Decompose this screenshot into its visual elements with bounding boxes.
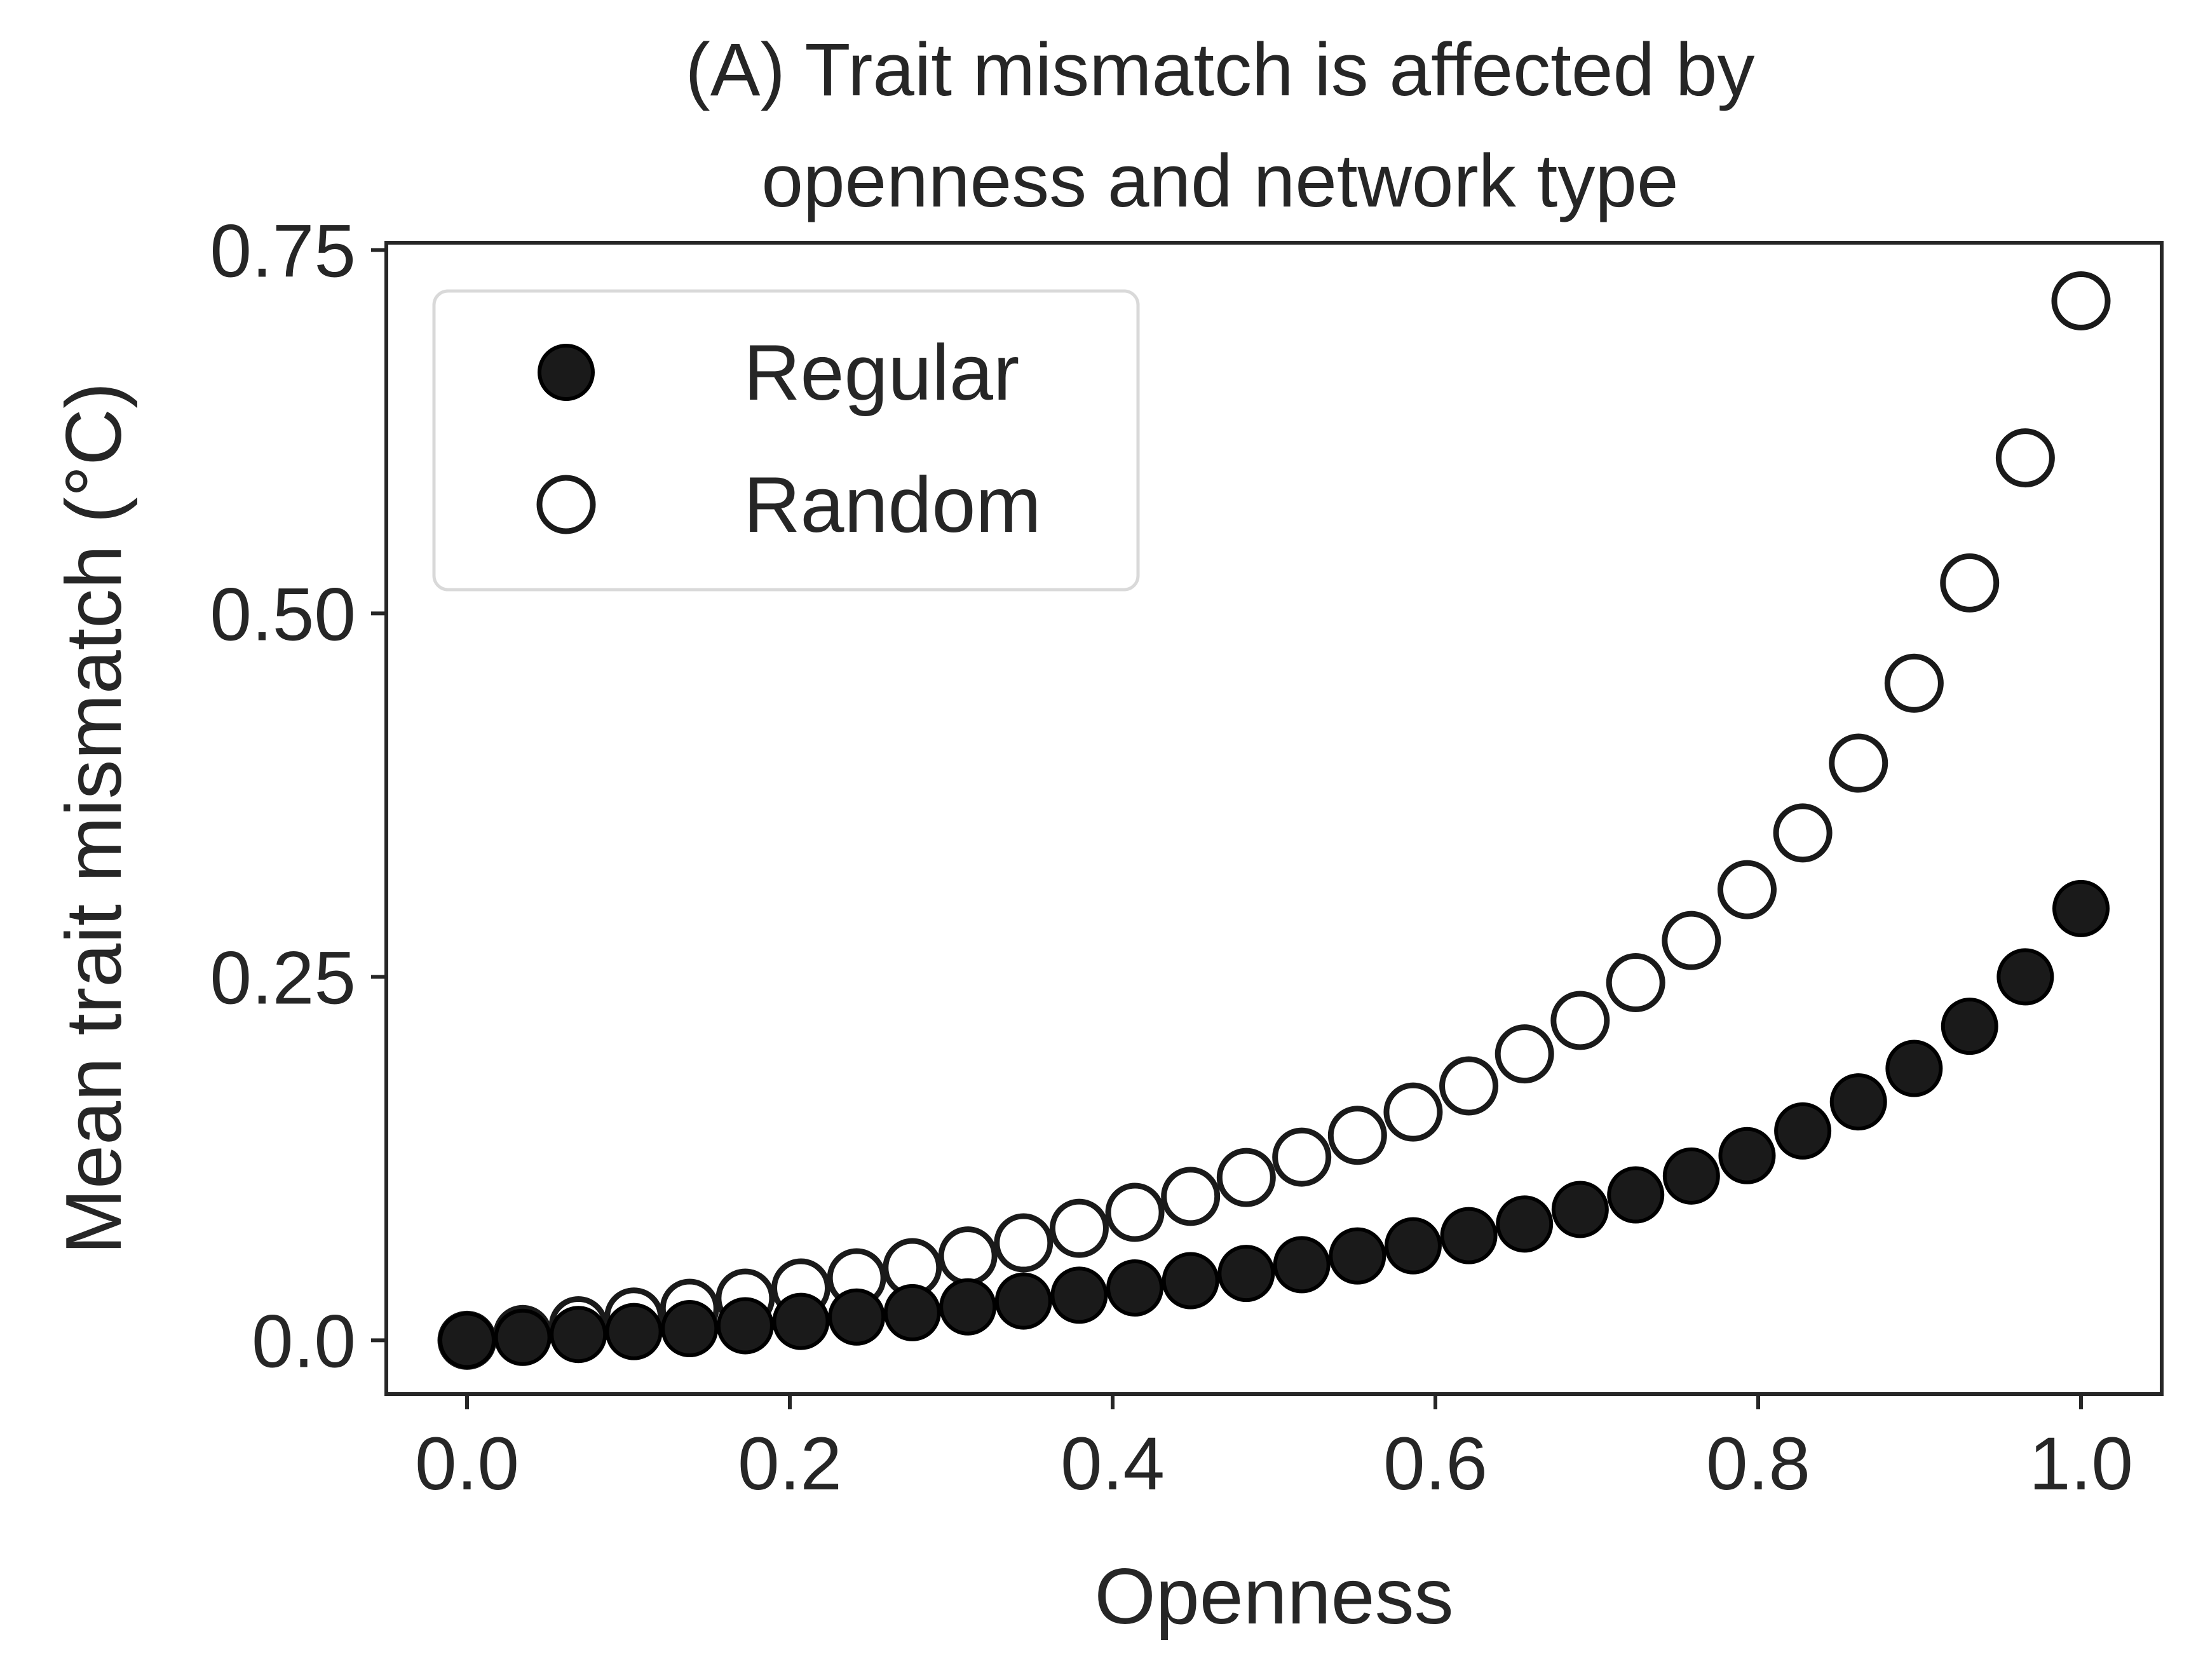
- x-tick-label: 0.0: [415, 1422, 519, 1506]
- point-regular: [605, 1303, 663, 1360]
- point-regular: [494, 1308, 552, 1366]
- y-axis-label: Mean trait mismatch (°C): [50, 383, 138, 1254]
- point-regular: [1273, 1236, 1331, 1294]
- point-regular: [1829, 1073, 1887, 1131]
- point-random: [1216, 1148, 1276, 1207]
- point-regular: [1329, 1227, 1386, 1285]
- point-random: [1773, 803, 1833, 863]
- point-random: [1717, 860, 1777, 919]
- legend-label-regular: Regular: [743, 329, 1019, 417]
- point-regular: [1496, 1195, 1554, 1253]
- point-regular: [1050, 1266, 1108, 1324]
- point-random: [1105, 1182, 1165, 1242]
- point-random: [1829, 733, 1888, 793]
- chart-title-line-2: openness and network type: [761, 139, 1678, 223]
- y-tick-label: 0.0: [252, 1299, 356, 1383]
- point-random: [1439, 1056, 1499, 1116]
- point-regular: [1440, 1207, 1498, 1264]
- point-regular: [1384, 1217, 1442, 1275]
- point-regular: [1718, 1127, 1776, 1184]
- point-regular: [1162, 1252, 1219, 1310]
- point-random: [1995, 428, 2055, 488]
- point-regular: [1551, 1181, 1609, 1238]
- point-random: [1662, 911, 1721, 970]
- point-random: [1272, 1127, 1332, 1187]
- legend-label-random: Random: [743, 461, 1041, 549]
- point-regular: [1106, 1259, 1164, 1317]
- point-regular: [716, 1297, 774, 1355]
- x-axis-label: Openness: [1094, 1553, 1453, 1641]
- y-axis: 0.0 0.25 0.50 0.75: [210, 209, 386, 1383]
- x-axis: 0.0 0.2 0.4 0.6 0.8 1.0: [415, 1394, 2133, 1506]
- y-tick-label: 0.25: [210, 936, 356, 1020]
- point-regular: [2052, 879, 2110, 937]
- chart-title-line-1: (A) Trait mismatch is affected by: [685, 28, 1754, 112]
- legend-marker-random: [536, 475, 596, 534]
- point-regular: [772, 1292, 830, 1350]
- point-random: [1161, 1167, 1221, 1226]
- point-regular: [883, 1284, 941, 1341]
- point-random: [994, 1213, 1054, 1273]
- point-random: [1049, 1198, 1109, 1258]
- point-regular: [939, 1278, 997, 1336]
- point-random: [1550, 991, 1610, 1050]
- point-random: [1606, 953, 1665, 1013]
- point-random: [1940, 553, 2000, 613]
- point-regular: [661, 1300, 719, 1358]
- point-regular: [1217, 1245, 1275, 1303]
- point-regular: [1996, 948, 2054, 1006]
- x-tick-label: 0.4: [1061, 1422, 1165, 1506]
- point-regular: [1941, 998, 1998, 1055]
- series-regular: [438, 879, 2110, 1369]
- point-random: [1494, 1024, 1554, 1084]
- data-points: [437, 271, 2111, 1370]
- legend: Regular Random: [432, 289, 1140, 592]
- point-random: [938, 1226, 998, 1286]
- x-tick-label: 0.8: [1706, 1422, 1810, 1506]
- point-regular: [438, 1311, 496, 1369]
- point-regular: [994, 1272, 1052, 1330]
- y-tick-label: 0.50: [210, 572, 356, 656]
- legend-box: [432, 289, 1140, 592]
- legend-marker-regular: [538, 344, 595, 401]
- x-tick-label: 0.6: [1383, 1422, 1488, 1506]
- point-regular: [1774, 1102, 1832, 1160]
- point-regular: [1885, 1040, 1943, 1097]
- point-regular: [1607, 1166, 1665, 1224]
- point-regular: [550, 1306, 607, 1364]
- chart-title: (A) Trait mismatch is affected by openne…: [685, 28, 1754, 223]
- x-tick-label: 0.2: [738, 1422, 842, 1506]
- y-tick-label: 0.75: [210, 209, 356, 293]
- point-regular: [828, 1288, 886, 1346]
- point-random: [1884, 653, 1944, 713]
- point-random: [1327, 1106, 1387, 1165]
- point-random: [2051, 271, 2111, 331]
- point-random: [1383, 1082, 1443, 1142]
- point-regular: [1662, 1147, 1720, 1205]
- x-tick-label: 1.0: [2029, 1422, 2133, 1506]
